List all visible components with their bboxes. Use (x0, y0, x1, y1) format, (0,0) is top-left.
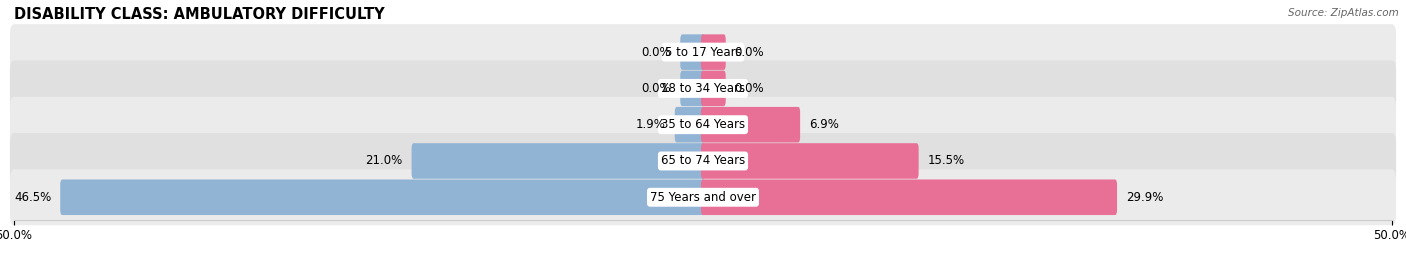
FancyBboxPatch shape (702, 180, 1116, 215)
FancyBboxPatch shape (412, 143, 704, 179)
FancyBboxPatch shape (10, 169, 1396, 225)
Text: 35 to 64 Years: 35 to 64 Years (661, 118, 745, 131)
Text: DISABILITY CLASS: AMBULATORY DIFFICULTY: DISABILITY CLASS: AMBULATORY DIFFICULTY (14, 7, 385, 22)
Text: 75 Years and over: 75 Years and over (650, 191, 756, 204)
Text: 15.5%: 15.5% (928, 154, 965, 168)
FancyBboxPatch shape (702, 107, 800, 143)
Text: 0.0%: 0.0% (735, 82, 765, 95)
Text: 5 to 17 Years: 5 to 17 Years (665, 46, 741, 59)
FancyBboxPatch shape (702, 143, 918, 179)
Text: 0.0%: 0.0% (735, 46, 765, 59)
FancyBboxPatch shape (681, 71, 704, 106)
FancyBboxPatch shape (702, 34, 725, 70)
FancyBboxPatch shape (702, 71, 725, 106)
Text: 18 to 34 Years: 18 to 34 Years (661, 82, 745, 95)
Text: 46.5%: 46.5% (14, 191, 51, 204)
FancyBboxPatch shape (10, 97, 1396, 153)
FancyBboxPatch shape (681, 34, 704, 70)
Text: 0.0%: 0.0% (641, 82, 671, 95)
FancyBboxPatch shape (10, 61, 1396, 116)
Text: Source: ZipAtlas.com: Source: ZipAtlas.com (1288, 8, 1399, 18)
FancyBboxPatch shape (10, 24, 1396, 80)
Text: 21.0%: 21.0% (366, 154, 402, 168)
Text: 29.9%: 29.9% (1126, 191, 1163, 204)
FancyBboxPatch shape (60, 180, 704, 215)
Text: 6.9%: 6.9% (808, 118, 839, 131)
FancyBboxPatch shape (10, 133, 1396, 189)
Text: 65 to 74 Years: 65 to 74 Years (661, 154, 745, 168)
Text: 0.0%: 0.0% (641, 46, 671, 59)
Text: 1.9%: 1.9% (636, 118, 666, 131)
FancyBboxPatch shape (675, 107, 704, 143)
